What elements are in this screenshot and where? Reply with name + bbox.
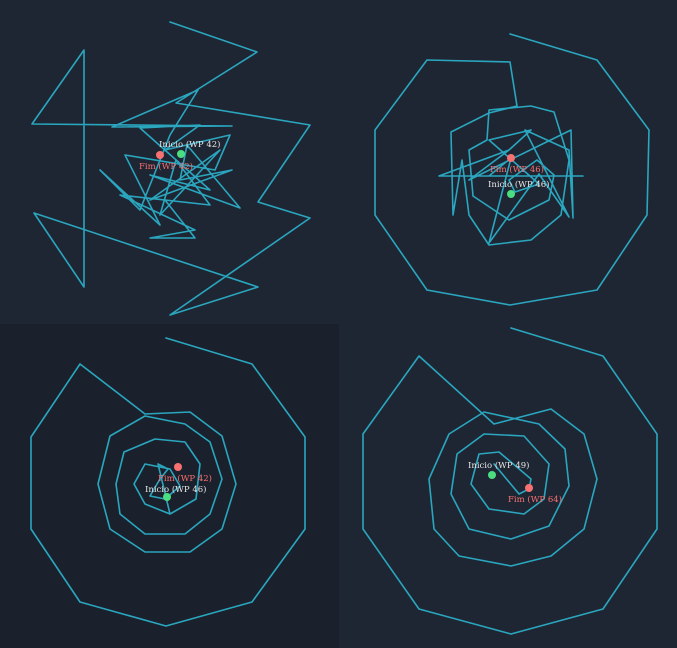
trajectory-plot-1: Inicio (WP 42) Fim (WP 42) <box>31 21 311 316</box>
start-marker-3 <box>163 493 171 501</box>
start-label-3: Inicio (WP 46) <box>145 484 206 495</box>
trajectory-plot-4: Inicio (WP 49) Fim (WP 64) <box>362 327 658 635</box>
end-label-3: Fim (WP 42) <box>158 473 212 484</box>
flight-path-4 <box>362 327 658 635</box>
start-marker-2 <box>507 190 515 198</box>
flight-path-3 <box>30 337 306 627</box>
end-marker-4 <box>525 484 533 492</box>
panel-2: Inicio (WP 46) Fim (WP 46) <box>339 0 677 324</box>
end-label-1: Fim (WP 42) <box>139 161 193 172</box>
end-marker-1 <box>156 151 164 159</box>
trajectory-plot-3: Inicio (WP 46) Fim (WP 42) <box>30 337 306 627</box>
start-marker-4 <box>488 471 496 479</box>
panel-4: Inicio (WP 49) Fim (WP 64) <box>339 324 677 648</box>
end-marker-3 <box>174 463 182 471</box>
flight-path-2 <box>374 33 650 306</box>
panel-3: Inicio (WP 46) Fim (WP 42) <box>0 324 339 648</box>
end-marker-2 <box>507 154 515 162</box>
panel-1: Inicio (WP 42) Fim (WP 42) <box>0 0 338 324</box>
flight-path-1 <box>31 21 311 316</box>
trajectory-plot-2: Inicio (WP 46) Fim (WP 46) <box>374 33 650 306</box>
start-label-2: Inicio (WP 46) <box>488 179 549 190</box>
start-marker-1 <box>177 150 185 158</box>
start-label-1: Inicio (WP 42) <box>159 139 220 150</box>
start-label-4: Inicio (WP 49) <box>468 460 529 471</box>
end-label-4: Fim (WP 64) <box>508 494 562 505</box>
end-label-2: Fim (WP 46) <box>490 164 544 175</box>
